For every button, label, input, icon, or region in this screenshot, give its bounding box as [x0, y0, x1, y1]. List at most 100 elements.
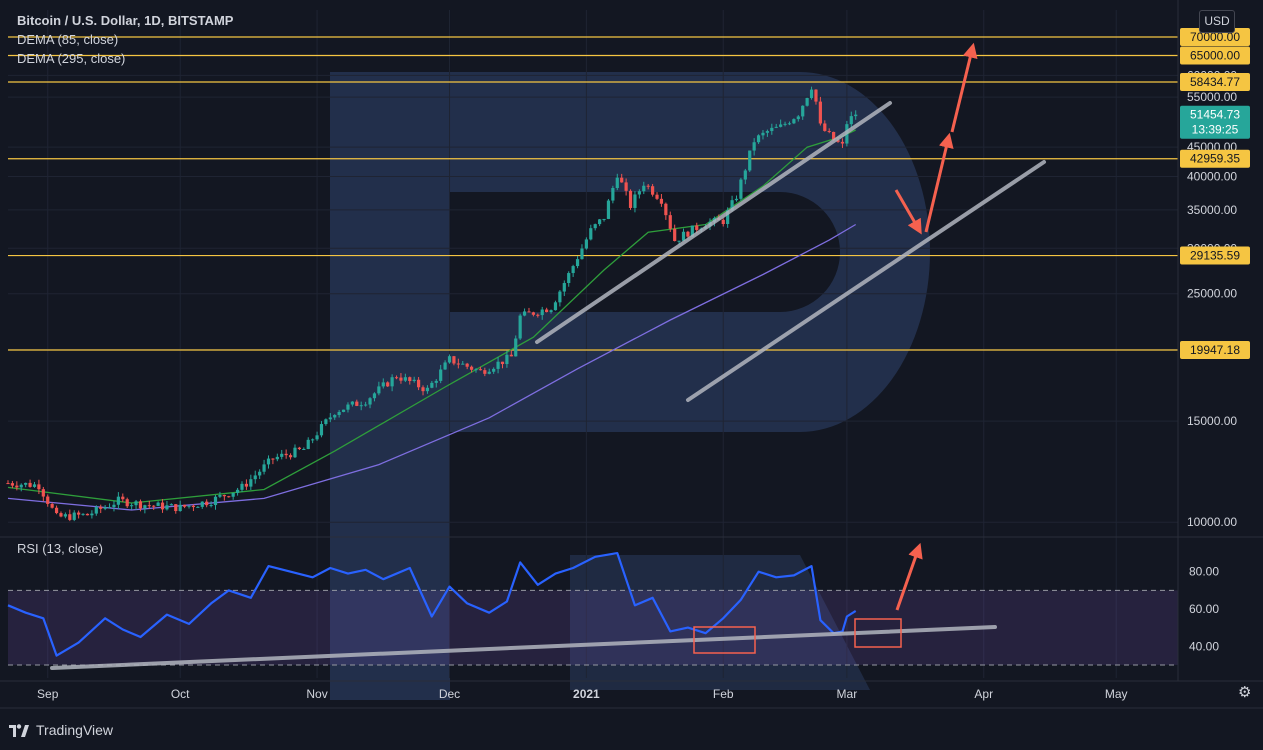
candle — [368, 397, 372, 409]
candle — [783, 121, 787, 127]
candle — [147, 500, 151, 509]
candle — [447, 354, 452, 364]
candle-body — [275, 456, 279, 460]
candle-body — [483, 370, 487, 374]
candle — [116, 492, 120, 510]
candle — [381, 378, 385, 389]
candle — [121, 493, 125, 503]
candle — [522, 308, 527, 317]
candle-body — [178, 504, 182, 512]
candle — [315, 431, 319, 441]
candle — [496, 356, 500, 374]
candle — [143, 504, 147, 514]
price-tick-label: 40000.00 — [1187, 170, 1237, 184]
settings-gear-icon[interactable]: ⚙ — [1238, 684, 1252, 701]
price-level-badge: 65000.00 — [1180, 46, 1250, 65]
bar-countdown: 13:39:25 — [1192, 123, 1239, 137]
indicator-dema-85[interactable]: DEMA (85, close) — [17, 32, 119, 47]
candle-body — [94, 506, 98, 514]
candle-body — [412, 379, 416, 382]
tradingview-brand[interactable]: TradingView — [8, 718, 113, 742]
candle — [580, 244, 584, 260]
candle — [90, 510, 94, 519]
candle-body — [567, 273, 571, 284]
candle — [774, 123, 778, 129]
candle-body — [68, 514, 72, 520]
candle-body — [673, 228, 677, 241]
price-level-badge-label: 42959.35 — [1190, 152, 1240, 166]
candle — [112, 500, 116, 512]
candle — [434, 379, 438, 388]
candle — [41, 486, 45, 502]
candle-body — [686, 231, 690, 237]
rsi-trendline — [50, 625, 997, 670]
candle — [620, 173, 624, 183]
candle — [553, 300, 558, 311]
candle-body — [487, 371, 491, 374]
candle — [659, 193, 664, 207]
candle-body — [469, 366, 474, 370]
candle-body — [346, 404, 350, 410]
candle-body — [726, 210, 730, 224]
time-tick-label: Sep — [37, 687, 59, 701]
candle-body — [222, 495, 226, 497]
candle-body — [143, 505, 147, 509]
candle-body — [244, 483, 249, 487]
rsi-highlight-box — [854, 618, 902, 648]
candle — [187, 505, 191, 509]
candle-body — [85, 513, 90, 516]
candle-body — [32, 484, 37, 487]
candle — [752, 138, 756, 156]
candle — [456, 358, 460, 369]
candle-body — [394, 377, 399, 379]
candle — [801, 105, 805, 120]
candle-body — [443, 362, 447, 370]
candle-body — [284, 453, 288, 456]
candle — [134, 499, 138, 511]
candle-body — [602, 218, 606, 220]
candle-body — [165, 505, 169, 510]
candle-body — [350, 401, 354, 405]
candle — [628, 189, 633, 210]
candle — [63, 512, 67, 519]
candle — [244, 479, 249, 490]
candle-body — [518, 315, 522, 339]
candle-body — [311, 439, 315, 441]
candle — [302, 447, 306, 450]
candle-body — [721, 219, 725, 224]
candle-body — [695, 225, 699, 230]
indicator-dema-295[interactable]: DEMA (295, close) — [17, 51, 126, 66]
candle — [505, 350, 509, 368]
candle — [319, 421, 324, 438]
candle-body — [818, 101, 822, 124]
price-level-badge-bg — [1180, 341, 1250, 360]
candle-body — [628, 190, 633, 208]
candle — [478, 366, 483, 371]
currency-button[interactable]: USD — [1199, 10, 1235, 33]
candle — [350, 401, 354, 407]
candle — [24, 482, 28, 488]
candle — [518, 313, 522, 340]
candle-body — [324, 419, 328, 425]
candle — [386, 381, 390, 388]
candle-body — [748, 150, 752, 171]
candle-body — [213, 496, 218, 506]
candle-body — [112, 504, 116, 508]
candle — [169, 503, 173, 506]
candle-body — [235, 489, 240, 493]
candle — [50, 502, 54, 509]
candle — [584, 237, 588, 250]
rsi-title[interactable]: RSI (13, close) — [17, 541, 103, 556]
candle-body — [107, 507, 112, 509]
candle — [138, 499, 143, 512]
price-level-badge: 42959.35 — [1180, 149, 1250, 168]
candle-body — [646, 185, 650, 187]
candle-body — [752, 142, 756, 151]
candle-body — [297, 447, 301, 450]
candle — [346, 402, 350, 413]
candle-body — [262, 464, 266, 472]
candle-body — [730, 200, 734, 211]
candle-body — [372, 393, 377, 399]
candle — [178, 500, 182, 512]
